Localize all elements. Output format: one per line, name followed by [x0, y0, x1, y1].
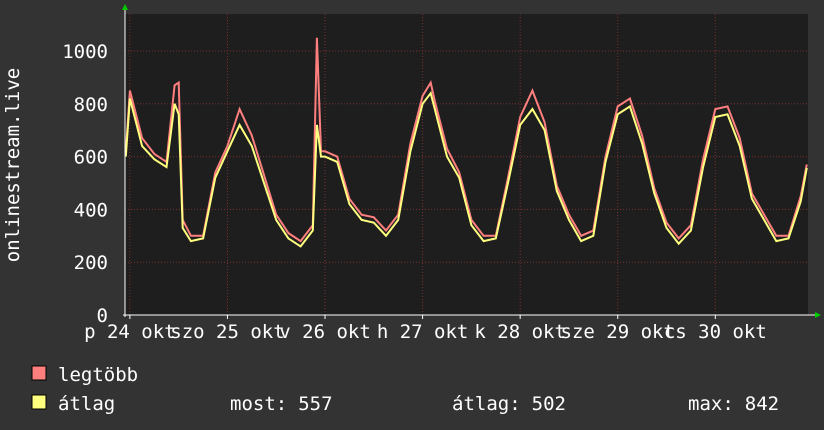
- stat-label: max:: [688, 393, 734, 415]
- x-tick-label: k 28 okt: [474, 321, 566, 343]
- legend-swatch: [31, 365, 47, 381]
- x-arrow: [815, 312, 821, 318]
- stat: átlag: 502: [452, 393, 566, 415]
- legend-label: átlag: [58, 393, 115, 415]
- y-tick-label: 800: [74, 94, 108, 116]
- series-line: [124, 37, 808, 243]
- stat-value: 502: [532, 393, 566, 415]
- plot: [124, 14, 808, 315]
- y-tick-label: 200: [74, 252, 108, 274]
- legend-label: legtöbb: [58, 364, 138, 386]
- y-tick-label: 600: [74, 147, 108, 169]
- stat-value: 557: [298, 393, 332, 415]
- plot-area: [125, 14, 808, 315]
- stat-label: most:: [230, 393, 287, 415]
- x-tick-label: v 26 okt: [279, 321, 371, 343]
- x-tick-label: h 27 okt: [377, 321, 469, 343]
- stat-value: 842: [745, 393, 779, 415]
- y-tick-label: 1000: [62, 41, 108, 63]
- series-line: [124, 90, 808, 248]
- x-tick-label: p 24 okt: [84, 321, 176, 343]
- y-axis-label: onlinestream.live: [2, 68, 24, 262]
- x-tick-label: sze 29 okt: [561, 321, 675, 343]
- y-tick-label: 0: [97, 305, 108, 327]
- legend-swatch: [31, 394, 47, 410]
- stat-label: átlag:: [452, 393, 521, 415]
- x-tick-label: szo 25 okt: [170, 321, 284, 343]
- y-tick-label: 400: [74, 199, 108, 221]
- x-tick-label: cs 30 okt: [664, 321, 767, 343]
- stat: max: 842: [688, 393, 779, 415]
- stat: most: 557: [230, 393, 333, 415]
- y-arrow: [122, 4, 128, 10]
